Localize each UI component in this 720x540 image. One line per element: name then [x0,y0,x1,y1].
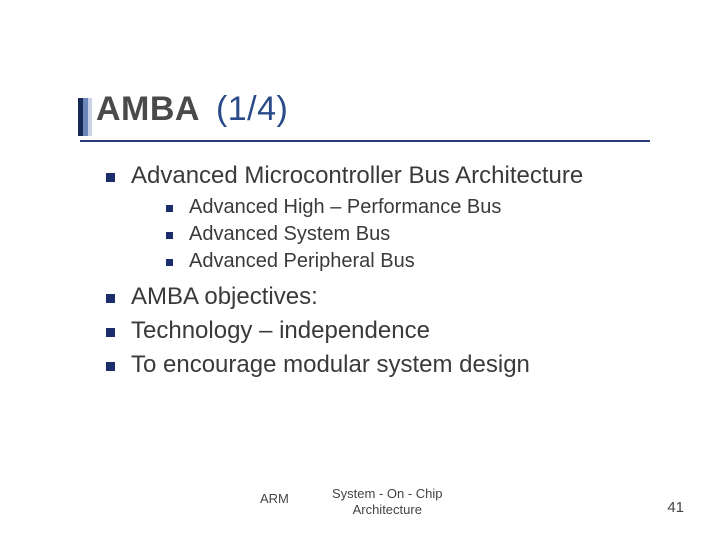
bullet-level1: Advanced Microcontroller Bus Architectur… [106,162,666,190]
square-bullet-icon [166,259,173,266]
bullet-text: AMBA objectives: [131,283,318,311]
bullet-level1: Technology – independence [106,317,666,345]
square-bullet-icon [166,205,173,212]
footer-left: ARM [260,491,289,506]
bullet-text: Advanced Peripheral Bus [189,250,415,273]
square-bullet-icon [106,294,115,303]
bullet-level2: Advanced High – Performance Bus [166,196,666,219]
bullet-level2: Advanced Peripheral Bus [166,250,666,273]
bullet-text: Advanced Microcontroller Bus Architectur… [131,162,583,190]
title-accent [78,98,91,136]
slide-body: Advanced Microcontroller Bus Architectur… [106,162,666,385]
bullet-level1: To encourage modular system design [106,351,666,379]
bullet-level1: AMBA objectives: [106,283,666,311]
footer-mid-line1: System - On - Chip [332,486,443,501]
square-bullet-icon [106,362,115,371]
slide: AMBA (1/4) Advanced Microcontroller Bus … [0,0,720,540]
bullet-level2-group: Advanced High – Performance Bus Advanced… [166,196,666,273]
bullet-level2: Advanced System Bus [166,223,666,246]
square-bullet-icon [106,328,115,337]
square-bullet-icon [106,173,115,182]
bullet-text: To encourage modular system design [131,351,530,379]
slide-title: AMBA (1/4) [96,90,288,129]
title-underline [80,140,650,142]
bullet-text: Advanced System Bus [189,223,390,246]
title-sub: (1/4) [216,90,288,128]
page-number: 41 [667,499,684,516]
bullet-text: Technology – independence [131,317,430,345]
title-main: AMBA [96,90,200,128]
footer-mid-line2: Architecture [353,502,422,517]
bullet-text: Advanced High – Performance Bus [189,196,501,219]
footer-mid: System - On - Chip Architecture [332,486,443,519]
square-bullet-icon [166,232,173,239]
